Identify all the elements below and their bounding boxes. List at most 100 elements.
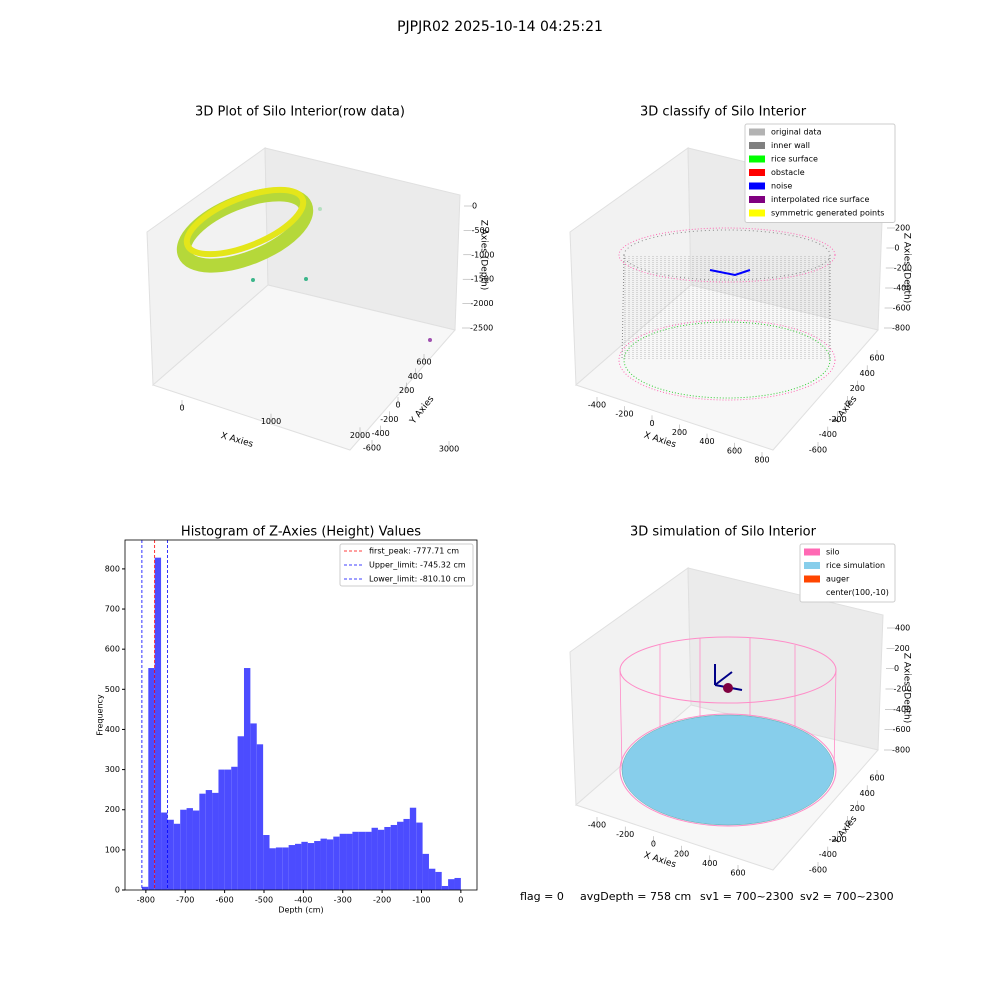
- x-tick-label: 200: [674, 849, 689, 858]
- bar: [416, 822, 423, 890]
- x-tick-label: -400: [588, 401, 606, 410]
- bar: [288, 845, 296, 890]
- bar: [218, 769, 225, 890]
- y-tick-label: 200: [850, 804, 865, 813]
- z-axis-label: Z Axies (Depth): [479, 220, 489, 291]
- legend-label: original data: [771, 128, 822, 137]
- bar: [320, 838, 327, 890]
- chart-title: 3D classify of Silo Interior: [640, 105, 807, 120]
- legend-label: first_peak: -777.71 cm: [369, 547, 459, 556]
- z-tick-label: -600: [893, 304, 911, 313]
- y-axis-label: Y Axies: [408, 394, 437, 427]
- legend-swatch: [804, 575, 820, 583]
- legend-swatch: [749, 155, 765, 163]
- y-tick-label: 400: [408, 372, 423, 381]
- status-line: flag = 0 avgDepth = 758 cm sv1 = 700~230…: [520, 890, 894, 903]
- z-tick-label: -2500: [470, 324, 493, 333]
- y-tick-label: -600: [363, 444, 381, 453]
- legend-swatch: [804, 562, 820, 569]
- bar: [339, 833, 347, 890]
- status-depth: avgDepth = 758 cm: [580, 890, 691, 903]
- bar: [390, 824, 398, 890]
- bar: [167, 819, 174, 890]
- x-tick-label: 800: [754, 456, 769, 465]
- z-tick-label: -400: [893, 284, 911, 293]
- bar: [365, 831, 372, 890]
- bar: [346, 833, 353, 890]
- legend-swatch: [749, 142, 765, 149]
- z-tick-label: 0: [894, 244, 899, 253]
- y-tick-label: 800: [105, 564, 120, 573]
- y-tick-label: 600: [869, 354, 884, 363]
- legend-box: [339, 543, 474, 587]
- x-tick-label: -700: [176, 896, 194, 905]
- bar: [435, 871, 442, 890]
- legend-label: inner wall: [771, 141, 810, 150]
- bar: [250, 723, 257, 890]
- bar: [205, 790, 213, 890]
- x-tick-label: -600: [216, 896, 234, 905]
- bar: [295, 843, 302, 890]
- z-tick-label: -1500: [471, 275, 494, 284]
- legend-box: [744, 123, 896, 223]
- x-tick-label: -500: [255, 896, 273, 905]
- bar: [148, 668, 155, 890]
- y-tick-label: 100: [105, 845, 120, 854]
- x-tick-label: 400: [702, 859, 717, 868]
- y-tick-label: -400: [819, 430, 837, 439]
- bar: [358, 831, 366, 890]
- legend-swatch: [749, 169, 765, 176]
- bar: [231, 766, 238, 890]
- z-tick-label: -2000: [470, 299, 493, 308]
- bar: [377, 829, 385, 890]
- panes-1: [146, 147, 461, 451]
- legend-label: noise: [771, 182, 792, 191]
- y-tick-label: -600: [809, 866, 827, 875]
- x-axis-label: X Axies: [642, 851, 677, 871]
- legend-label: center(100,-10): [826, 588, 889, 597]
- bar: [282, 847, 289, 890]
- z-tick-label: 400: [895, 624, 910, 633]
- bar: [237, 736, 244, 890]
- x-axis-label: Depth (cm): [278, 906, 323, 915]
- bar: [263, 835, 270, 890]
- bar: [384, 826, 391, 890]
- x-axis-label: X Axies: [220, 431, 255, 450]
- y-tick-label: 0: [395, 401, 400, 410]
- chart-title: Histogram of Z-Axies (Height) Values: [181, 525, 421, 540]
- z-axis-label: Z Axies (Depth): [902, 233, 912, 304]
- y-tick-label: -200: [829, 835, 847, 844]
- bar: [371, 827, 378, 890]
- bar: [307, 843, 315, 890]
- y-tick-label: 0: [845, 820, 850, 829]
- bar: [180, 809, 187, 890]
- bar: [269, 848, 276, 890]
- status-sv1: sv1 = 700~2300: [700, 890, 794, 903]
- legend-label: rice surface: [771, 155, 818, 164]
- bar: [409, 807, 417, 890]
- y-tick-label: -400: [819, 850, 837, 859]
- x-tick-label: 2000: [350, 431, 370, 440]
- x-tick-label: 600: [730, 869, 745, 878]
- legend-swatch: [749, 128, 765, 136]
- y-tick-label: -200: [380, 415, 398, 424]
- y-axis-label: Frequency: [96, 694, 105, 736]
- legend-swatch: [749, 196, 765, 203]
- bar: [448, 879, 455, 890]
- z-tick-label: 200: [895, 644, 910, 653]
- y-tick-label: 600: [869, 774, 884, 783]
- x-tick-label: 200: [672, 428, 687, 437]
- bar: [326, 839, 334, 890]
- x-tick-label: 3000: [439, 445, 459, 454]
- y-tick-label: -600: [809, 446, 827, 455]
- z-axis-label: Z Axies (Depth): [902, 653, 912, 724]
- y-tick-label: 400: [105, 725, 120, 734]
- z-tick-label: 0: [472, 202, 477, 211]
- bar: [428, 868, 436, 890]
- x-tick-label: -200: [616, 830, 634, 839]
- bar: [422, 853, 429, 890]
- y-tick-label: 0: [115, 886, 120, 895]
- x-tick-label: 600: [727, 446, 742, 455]
- z-tick-label: -800: [892, 324, 910, 333]
